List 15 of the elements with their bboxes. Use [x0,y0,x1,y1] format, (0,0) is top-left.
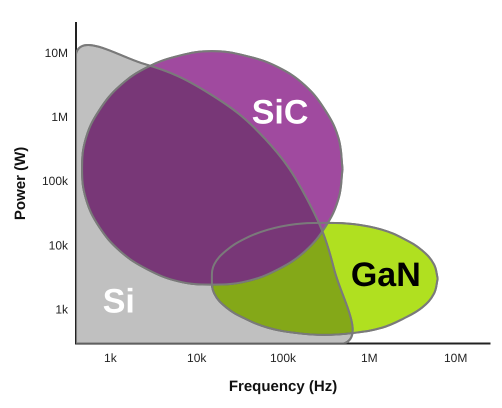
x-tick-label: 10k [187,351,208,366]
x-tick-label: 100k [270,351,298,366]
y-tick-label: 10M [44,46,68,60]
x-tick-label: 1k [104,351,118,366]
y-tick-label: 100k [42,174,70,188]
x-axis-title: Frequency (Hz) [228,378,338,396]
series-label: GaN [350,256,421,294]
y-tick-label: 10k [48,238,70,252]
y-tick-label: 1M [51,110,68,124]
series-label: Si [102,282,135,320]
y-axis-title: Power (W) [12,146,30,220]
x-tick-label: 1M [360,351,378,366]
x-tick-label: 10M [444,351,468,366]
y-tick-label: 1k [55,302,70,316]
series-label: SiC [252,94,308,132]
